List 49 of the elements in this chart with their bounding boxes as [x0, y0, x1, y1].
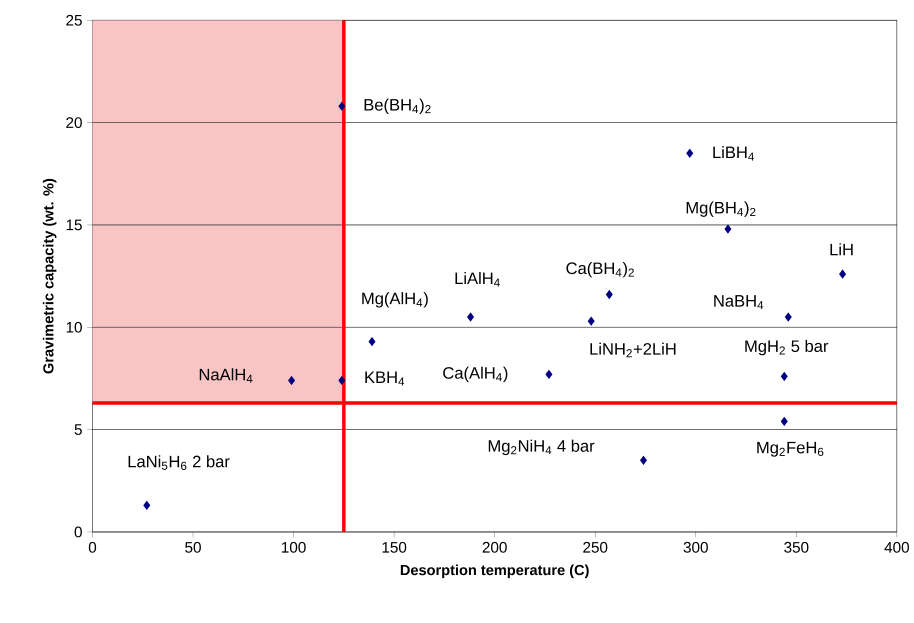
- annotation: LiBH$_{4}$: [713, 146, 754, 160]
- x-tick-label: 0: [88, 542, 96, 553]
- point: [338, 376, 346, 385]
- point: [640, 456, 647, 465]
- annotation: LiH: [830, 242, 853, 256]
- point: [784, 312, 792, 322]
- point: [467, 312, 474, 322]
- annotation: Mg(AlH$_{4}$): [362, 292, 428, 308]
- point: [368, 336, 376, 346]
- annotation: NaAlH$_{4}$: [200, 368, 252, 383]
- point: [724, 224, 732, 234]
- annotation: Mg$_{2}$NiH$_{4}$ 4 bar: [488, 439, 594, 455]
- annotation: LiNH$_{2}$+2LiH: [590, 342, 676, 358]
- x-tick-label: 400: [884, 542, 909, 553]
- x-tick-label: 350: [784, 542, 808, 553]
- annotation: Ca(AlH$_{4}$): [443, 366, 508, 382]
- x-tick-label: 250: [583, 542, 608, 553]
- y-tick-label: 10: [66, 322, 82, 332]
- annotation: KBH$_{4}$: [365, 371, 404, 386]
- x-tick-label: 50: [185, 542, 201, 553]
- point: [338, 102, 346, 111]
- point: [546, 370, 552, 379]
- point: [588, 316, 595, 326]
- annotation: MgH$_{2}$ 5 bar: [745, 340, 828, 356]
- point: [780, 372, 788, 381]
- point: [686, 148, 694, 158]
- y-tick-label: 25: [66, 14, 82, 26]
- annotation: LiAlH$_{4}$: [455, 272, 500, 286]
- point: [839, 269, 846, 278]
- x-tick-label: 300: [684, 542, 708, 553]
- point: [606, 290, 613, 299]
- y-tick-label: 15: [66, 219, 82, 230]
- annotation: Mg(BH$_{4}$)$_{2}$: [686, 201, 756, 217]
- y-tick-label: 5: [74, 424, 82, 435]
- x-tick-label: 150: [382, 542, 406, 553]
- point: [143, 500, 150, 510]
- annotation: Be(BH$_{4}$)$_{2}$: [364, 98, 431, 114]
- annotation: Mg$_{2}$FeH$_{6}$: [757, 442, 824, 456]
- annotation: NaBH$_{4}$: [714, 294, 764, 309]
- annotation: LaNi$_{5}$H$_{6}$ 2 bar: [128, 455, 230, 470]
- point: [780, 416, 788, 426]
- x-tick-label: 200: [482, 542, 507, 553]
- y-axis-title: Gravimetric capacity (wt. %): [42, 178, 56, 374]
- annotation: Ca(BH$_{4}$)$_{2}$: [566, 262, 634, 278]
- point: [288, 376, 296, 385]
- y-tick-label: 0: [74, 526, 82, 538]
- x-tick-label: 100: [282, 542, 306, 553]
- y-tick-label: 20: [66, 117, 82, 128]
- x-axis-title: Desorption temperature (C): [400, 564, 589, 578]
